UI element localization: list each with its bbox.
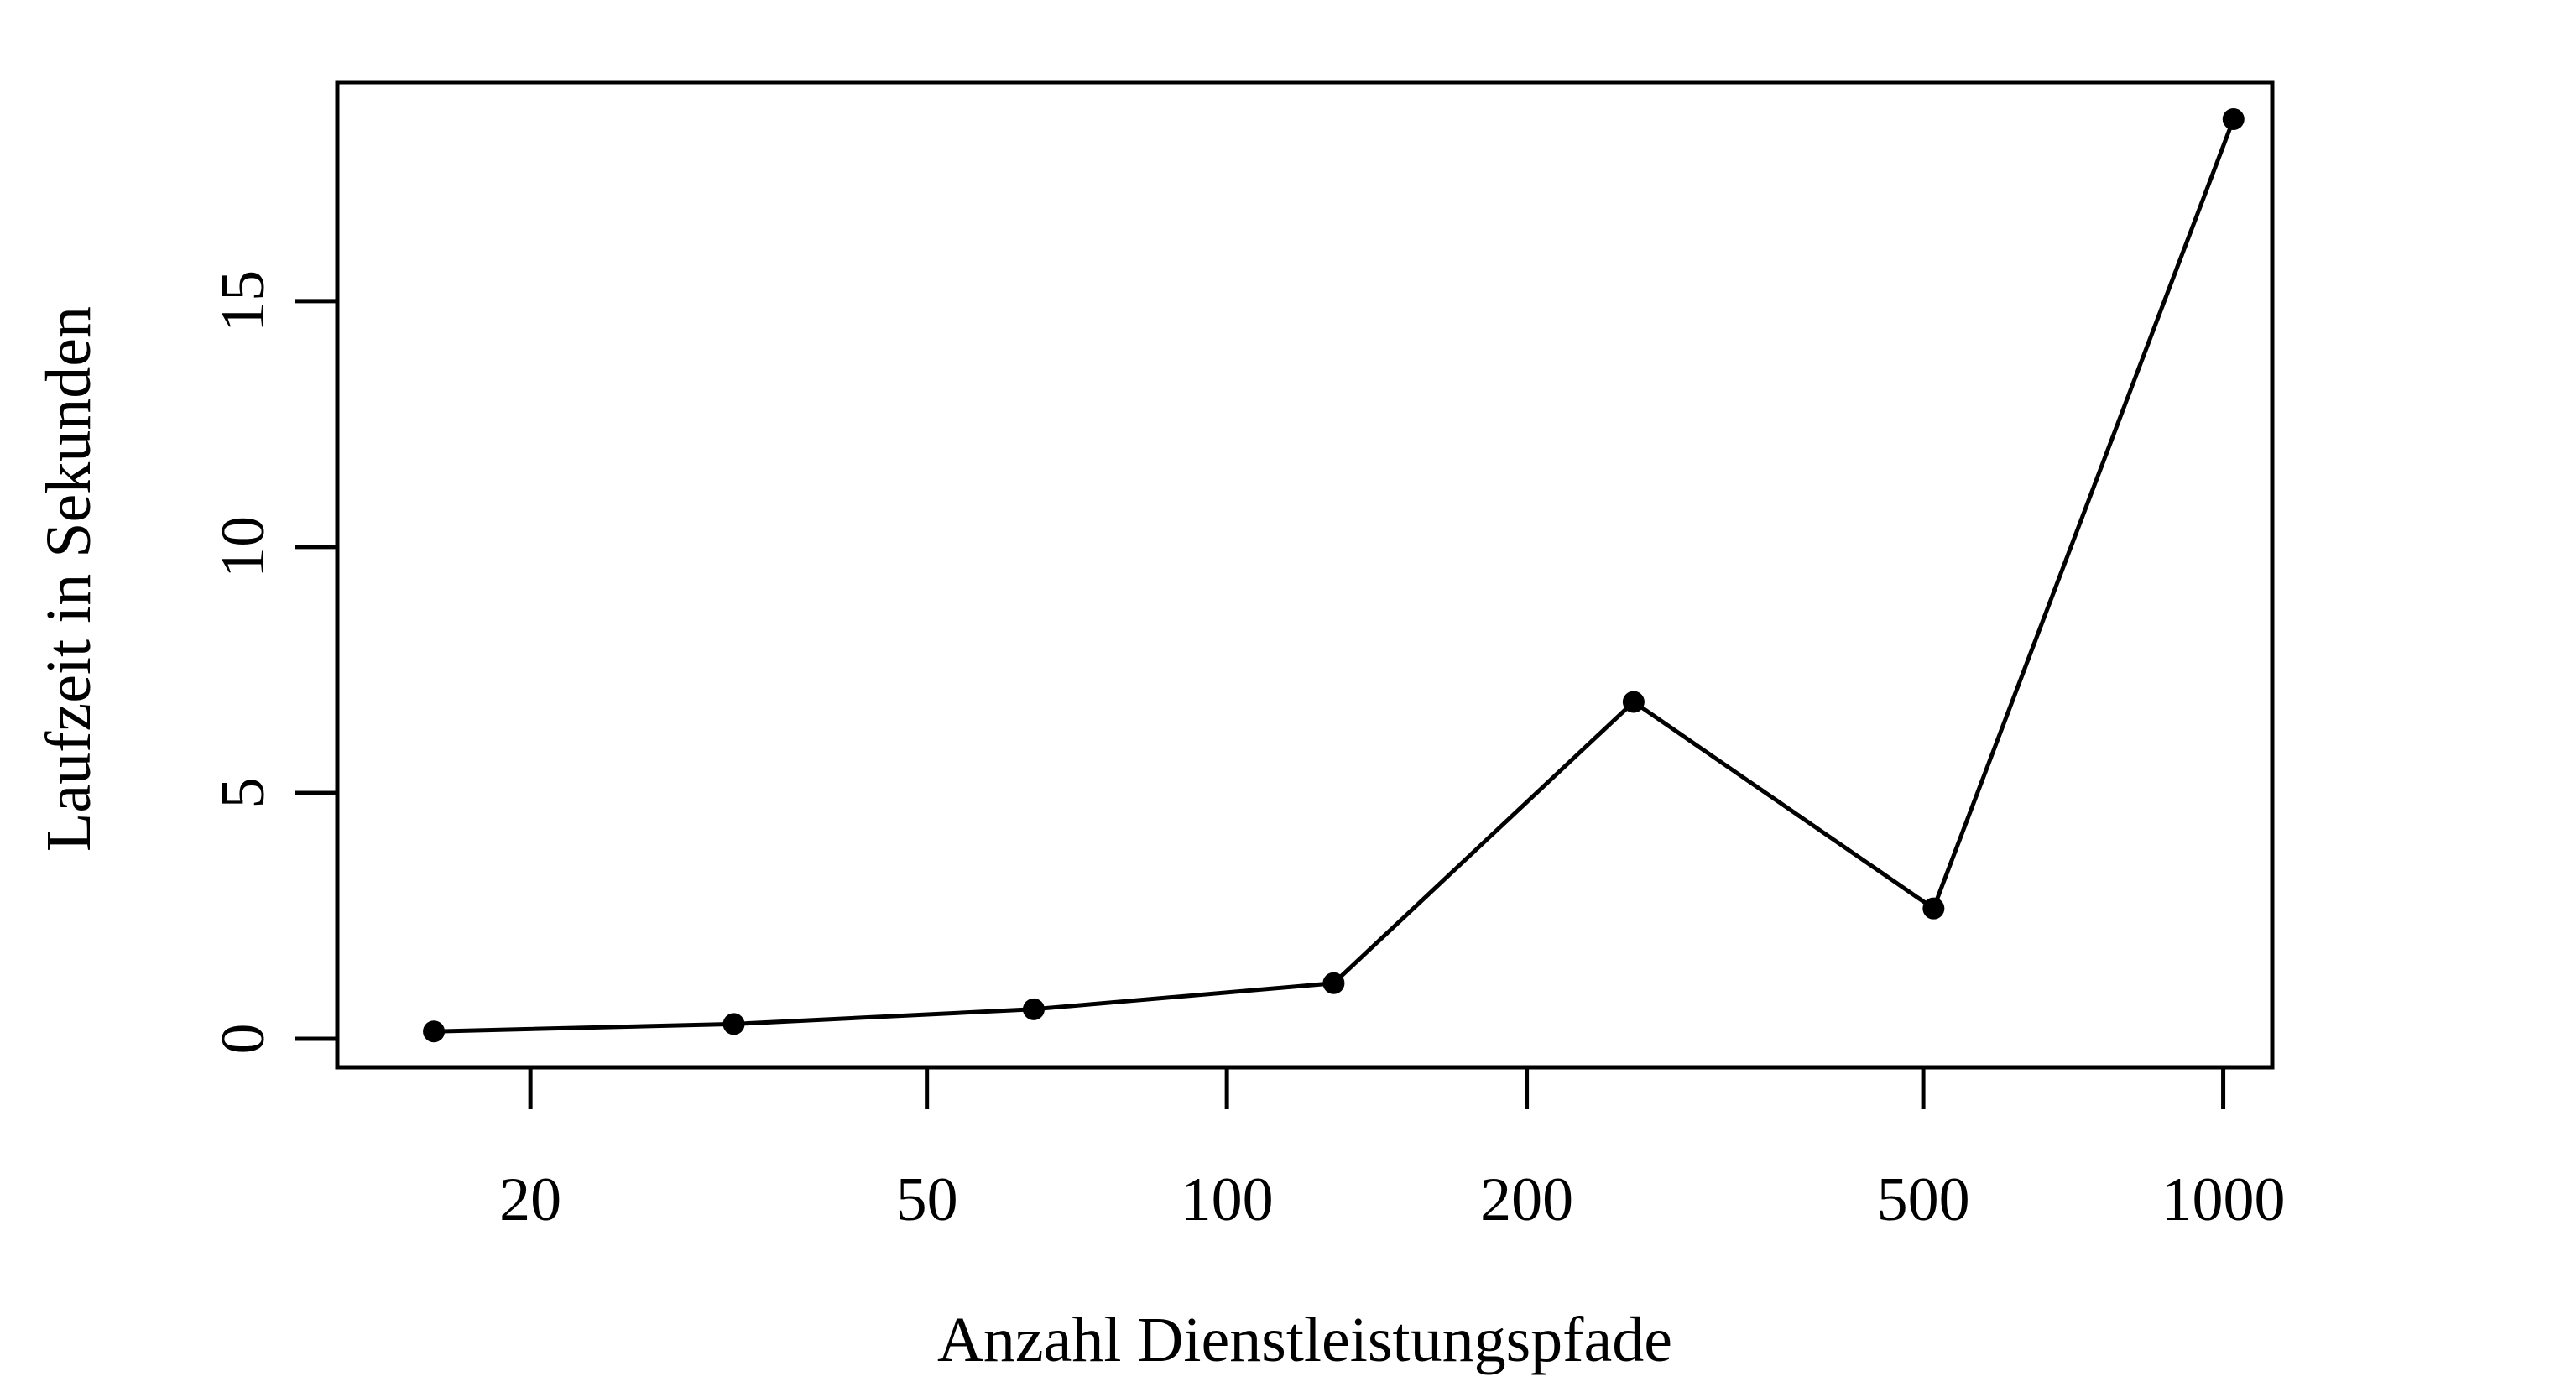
plot-frame — [335, 80, 2275, 1070]
x-tick-label: 200 — [1480, 1165, 1573, 1234]
x-tick-label: 500 — [1877, 1165, 1970, 1234]
data-point — [1022, 998, 1045, 1020]
x-tick-label: 20 — [499, 1165, 561, 1234]
data-point — [1322, 972, 1345, 994]
data-point — [1622, 691, 1645, 713]
y-tick-label: 0 — [209, 1024, 278, 1055]
x-axis: 20 50 100 200 500 1000 — [499, 1067, 2286, 1234]
x-axis-label: Anzahl Dienstleistungspfade — [937, 1305, 1672, 1375]
y-tick-label: 15 — [209, 270, 278, 332]
y-tick-label: 10 — [209, 516, 278, 578]
x-tick-label: 100 — [1181, 1165, 1274, 1234]
x-tick-label: 50 — [896, 1165, 958, 1234]
plot-marks — [423, 107, 2245, 1043]
data-point — [2222, 107, 2245, 130]
y-axis-label: Laufzeit in Sekunden — [34, 306, 104, 852]
y-tick-label: 5 — [209, 777, 278, 808]
y-axis: 0 5 10 15 — [209, 270, 337, 1055]
data-point — [1922, 897, 1945, 920]
data-point — [722, 1013, 745, 1035]
data-point — [423, 1020, 446, 1043]
x-tick-label: 1000 — [2161, 1165, 2286, 1234]
